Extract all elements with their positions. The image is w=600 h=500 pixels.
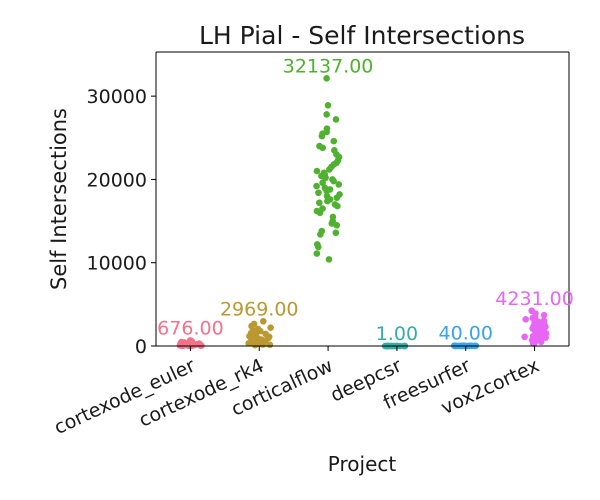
data-point-corticalflow-3 — [332, 116, 340, 123]
data-point-corticalflow-54 — [325, 256, 333, 263]
data-point-corticalflow-23 — [322, 174, 329, 182]
data-point-cortexode_rk4-31 — [251, 341, 259, 349]
data-point-corticalflow-7 — [318, 132, 326, 140]
data-point-corticalflow-38 — [316, 199, 323, 207]
data-point-corticalflow-50 — [317, 231, 324, 238]
data-point-corticalflow-0 — [323, 75, 330, 82]
max-label-deepcsr: 1.00 — [376, 323, 418, 345]
max-label-cortexode_rk4: 2969.00 — [220, 298, 299, 320]
data-point-cortexode_rk4-30 — [266, 341, 274, 349]
chart-title: LH Pial - Self Intersections — [199, 21, 525, 50]
y-tick-label: 20000 — [87, 169, 147, 191]
axes: 0100002000030000cortexode_eulercortexode… — [51, 51, 570, 439]
data-point-corticalflow-32 — [315, 189, 322, 197]
data-point-corticalflow-18 — [326, 166, 333, 173]
data-point-corticalflow-53 — [313, 250, 321, 257]
y-tick-label: 0 — [135, 336, 147, 358]
data-point-corticalflow-27 — [335, 181, 343, 188]
data-point-corticalflow-10 — [319, 144, 327, 152]
max-label-freesurfer: 40.00 — [439, 323, 493, 345]
y-tick-label: 10000 — [87, 253, 147, 275]
y-axis-label: Self Intersections — [47, 108, 71, 290]
data-point-vox2cortex-25 — [542, 334, 549, 341]
data-point-vox2cortex-2 — [540, 311, 548, 319]
data-point-corticalflow-52 — [315, 243, 322, 251]
max-label-vox2cortex: 4231.00 — [495, 288, 574, 310]
data-point-corticalflow-8 — [330, 137, 338, 145]
data-point-cortexode_rk4-6 — [257, 327, 264, 335]
x-axis-label: Project — [328, 452, 397, 476]
data-point-corticalflow-47 — [333, 221, 341, 229]
data-point-vox2cortex-24 — [521, 333, 528, 341]
data-point-vox2cortex-32 — [529, 340, 537, 347]
data-point-corticalflow-26 — [319, 179, 326, 187]
data-point-corticalflow-40 — [334, 202, 341, 210]
y-tick-label: 30000 — [87, 86, 147, 108]
data-point-cortexode_rk4-3 — [267, 324, 274, 331]
data-point-vox2cortex-5 — [522, 316, 529, 323]
data-point-corticalflow-43 — [316, 209, 324, 217]
data-point-corticalflow-1 — [324, 102, 332, 109]
data-point-cortexode_rk4-26 — [245, 340, 252, 347]
max-label-cortexode_euler: 676.00 — [157, 317, 223, 339]
data-point-corticalflow-28 — [313, 182, 320, 190]
data-point-corticalflow-31 — [323, 187, 331, 195]
data-point-cortexode_rk4-29 — [259, 341, 266, 348]
data-point-vox2cortex-10 — [535, 321, 543, 329]
data-point-cortexode_rk4-0 — [259, 317, 267, 325]
data-point-corticalflow-25 — [330, 177, 337, 185]
max-label-corticalflow: 32137.00 — [283, 55, 374, 77]
data-point-corticalflow-35 — [333, 194, 341, 202]
data-point-corticalflow-19 — [313, 167, 321, 175]
data-point-corticalflow-2 — [323, 111, 330, 118]
data-point-vox2cortex-30 — [537, 338, 545, 346]
data-point-corticalflow-49 — [332, 229, 340, 237]
data-point-corticalflow-37 — [324, 197, 331, 205]
